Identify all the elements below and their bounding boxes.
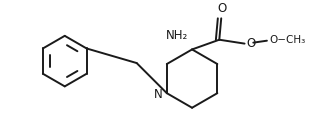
Text: O: O [246, 37, 256, 50]
Text: O−CH₃: O−CH₃ [270, 35, 306, 45]
Text: O: O [218, 2, 227, 15]
Text: N: N [154, 88, 163, 101]
Text: NH₂: NH₂ [166, 29, 188, 42]
